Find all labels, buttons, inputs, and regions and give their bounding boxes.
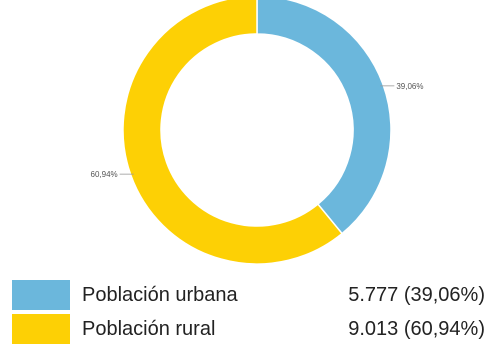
legend-item-urbana: Población urbana 5.777 (39,06%) <box>12 279 489 311</box>
percent-label-urbana: 39,06% <box>396 82 423 91</box>
percent-label-rural: 60,94% <box>91 170 118 179</box>
legend-label-urbana: Población urbana <box>82 283 238 306</box>
legend-value-urbana: 5.777 (39,06%) <box>348 283 485 306</box>
slice-rural <box>122 0 344 265</box>
legend: Población urbana 5.777 (39,06%) Població… <box>12 279 489 347</box>
donut-chart: 39,06% 60,94% <box>91 0 423 265</box>
legend-swatch-urbana <box>12 280 70 310</box>
legend-item-rural: Población rural 9.013 (60,94%) <box>12 313 489 345</box>
slice-urbana <box>256 0 392 235</box>
legend-value-rural: 9.013 (60,94%) <box>348 317 485 340</box>
legend-swatch-rural <box>12 314 70 344</box>
legend-label-rural: Población rural <box>82 317 216 340</box>
